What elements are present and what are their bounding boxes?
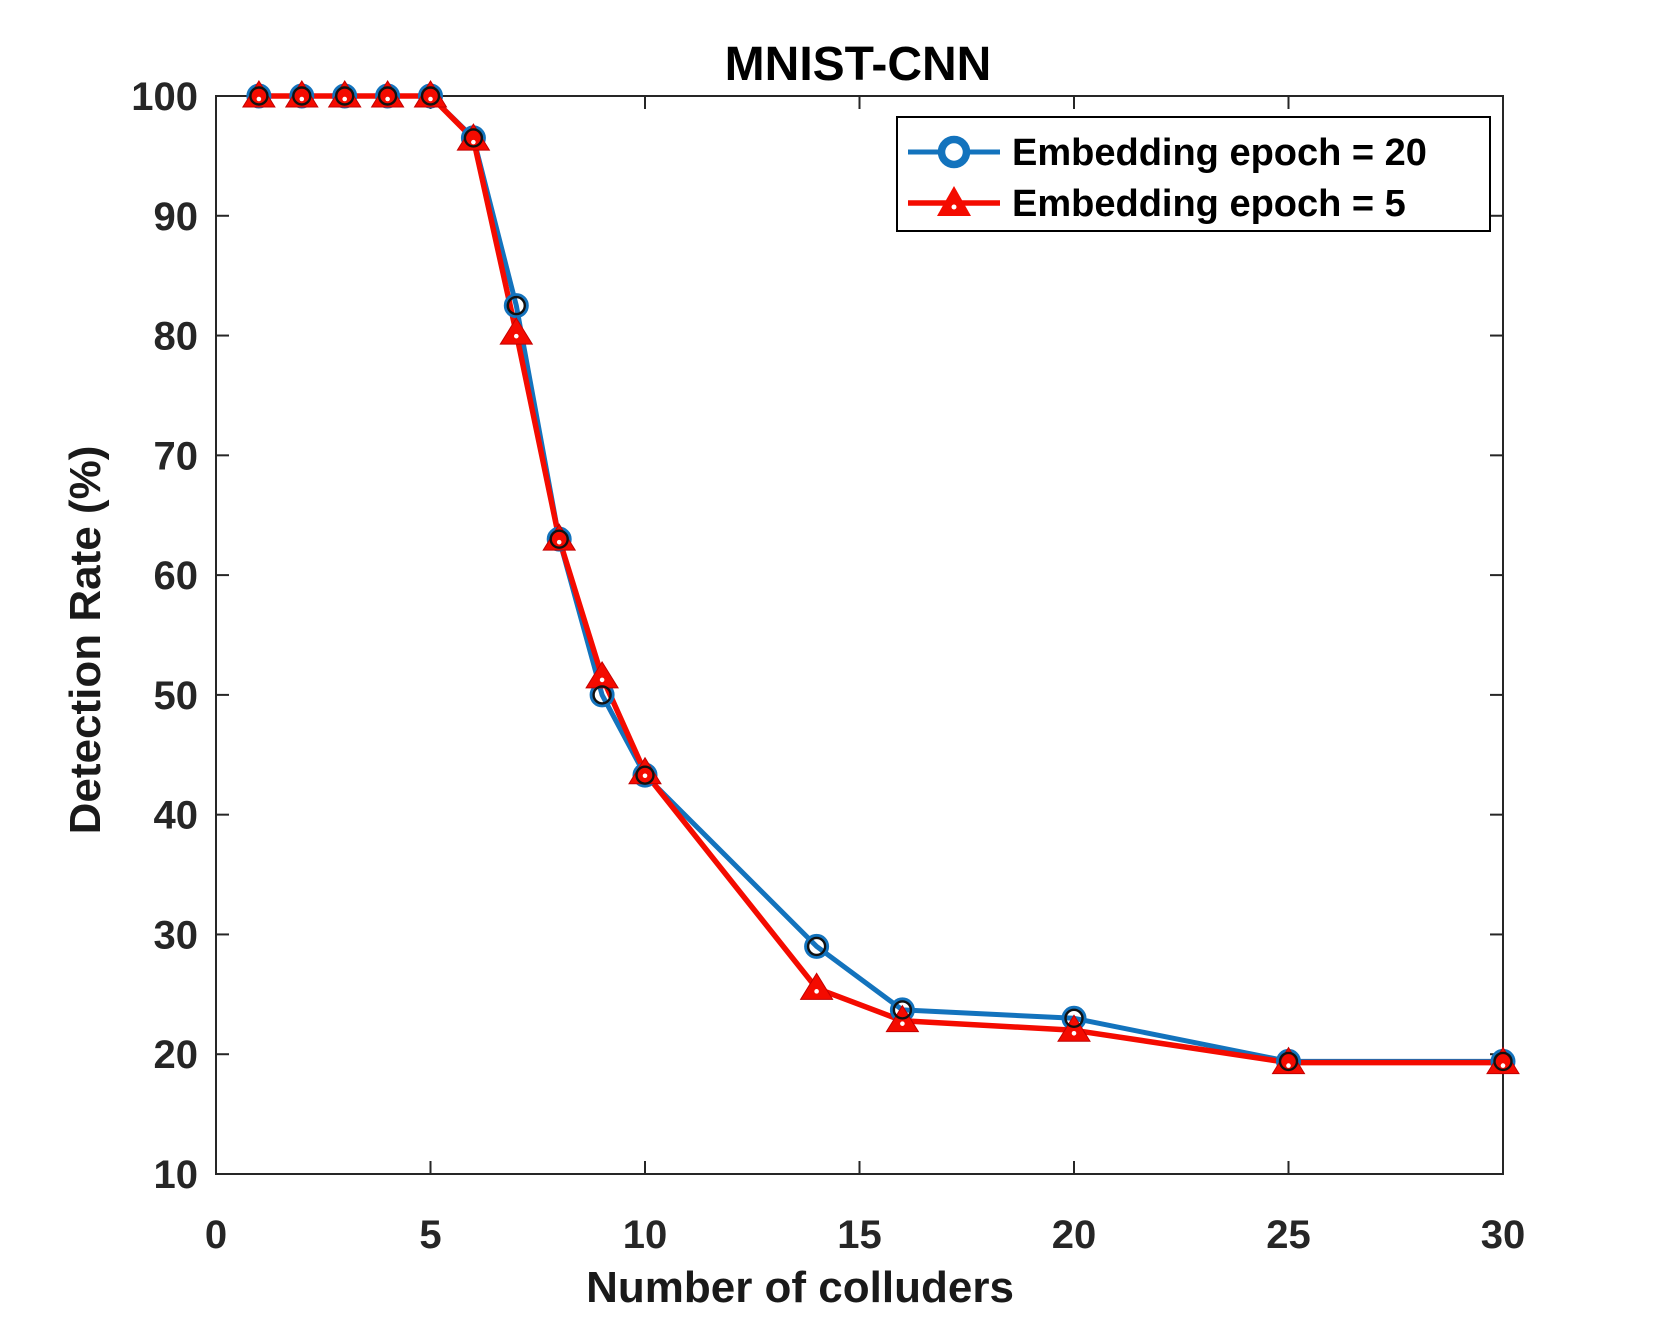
marker-circle-edge xyxy=(592,685,612,705)
y-tick-label: 20 xyxy=(154,1033,199,1077)
marker-circle-edge xyxy=(892,1000,913,1020)
marker-triangle-dot xyxy=(514,333,519,339)
marker-triangle-dot xyxy=(1286,1063,1291,1068)
marker-circle-outer xyxy=(503,293,529,319)
marker-circle-edge xyxy=(292,86,312,106)
marker-triangle-dot xyxy=(385,96,390,102)
marker-circle-edge xyxy=(806,936,827,957)
legend: Embedding epoch = 20 Embedding epoch = 5 xyxy=(896,116,1491,232)
series-line-epoch20 xyxy=(258,93,1503,1064)
marker-triangle-dot xyxy=(428,96,433,102)
y-tick-label: 80 xyxy=(154,315,199,359)
marker-circle-outer xyxy=(804,933,830,959)
marker-triangle xyxy=(799,972,834,1000)
y-axis-label: Detection Rate (%) xyxy=(61,446,110,835)
y-tick-label: 100 xyxy=(131,75,198,119)
marker-triangle-dot xyxy=(642,773,648,779)
marker-circle-edge xyxy=(549,529,569,549)
x-tick-label: 25 xyxy=(1266,1213,1311,1257)
legend-circle-marker-icon xyxy=(937,135,971,169)
x-tick-label: 0 xyxy=(205,1213,227,1257)
marker-triangle-dot xyxy=(814,989,819,994)
x-tick-label: 30 xyxy=(1481,1213,1526,1257)
marker-triangle-dot xyxy=(1071,1030,1077,1036)
marker-circle-edge xyxy=(635,765,655,785)
y-tick-label: 60 xyxy=(154,554,199,598)
x-tick-label: 10 xyxy=(623,1213,668,1257)
y-tick-label: 30 xyxy=(154,913,199,957)
legend-triangle-marker-icon xyxy=(937,186,971,216)
marker-triangle-dot xyxy=(599,677,605,683)
y-tick-label: 70 xyxy=(154,434,199,478)
chart-title: MNIST-CNN xyxy=(725,38,992,91)
y-tick-label: 90 xyxy=(154,195,199,239)
legend-triangle-dot xyxy=(951,204,957,210)
series-line-epoch5 xyxy=(258,93,1503,1066)
x-axis-label: Number of colluders xyxy=(586,1263,1014,1312)
marker-triangle-dot xyxy=(256,96,262,102)
marker-circle-edge xyxy=(506,295,526,316)
y-tick-label: 10 xyxy=(154,1153,199,1197)
marker-triangle-dot xyxy=(900,1021,905,1026)
marker-triangle-dot xyxy=(342,96,348,102)
marker-triangle-dot xyxy=(556,539,562,545)
plot-area: 0 5 10 15 20 25 30 10 20 30 40 50 60 70 80 90 100 xyxy=(131,75,1525,1257)
marker-circle-edge xyxy=(420,86,441,106)
legend-label-epoch20: Embedding epoch = 20 xyxy=(1012,132,1427,174)
marker-circle-edge xyxy=(1278,1051,1299,1072)
marker-triangle xyxy=(585,660,619,689)
y-tick-label: 40 xyxy=(154,794,199,838)
marker-triangle-dot xyxy=(471,139,476,145)
marker-triangle xyxy=(1057,1014,1091,1042)
legend-label-epoch5: Embedding epoch = 5 xyxy=(1012,183,1406,225)
legend-box xyxy=(896,116,1491,232)
marker-triangle-dot xyxy=(1500,1063,1506,1068)
x-tick-label: 15 xyxy=(837,1213,882,1257)
x-tick-label: 5 xyxy=(419,1213,441,1257)
marker-circle-edge xyxy=(335,86,355,106)
y-tick-label: 50 xyxy=(154,674,199,718)
axes-box xyxy=(215,95,1504,1175)
marker-circle-edge xyxy=(1493,1051,1513,1072)
marker-circle-edge xyxy=(377,86,398,106)
marker-circle-edge xyxy=(463,128,484,148)
marker-triangle xyxy=(499,317,534,345)
marker-circle-edge xyxy=(249,86,269,106)
x-tick-label: 20 xyxy=(1052,1213,1097,1257)
marker-triangle-dot xyxy=(299,96,305,102)
marker-circle-edge xyxy=(1064,1008,1084,1028)
